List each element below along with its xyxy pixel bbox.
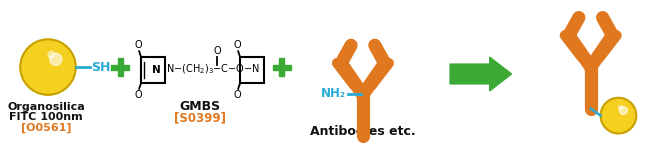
Circle shape: [618, 105, 623, 110]
Text: O: O: [233, 90, 241, 100]
Text: FITC 100nm: FITC 100nm: [9, 112, 83, 122]
Text: $\mathsf{N{-}(CH_2)_3{-}C{-}O{-}N}$: $\mathsf{N{-}(CH_2)_3{-}C{-}O{-}N}$: [166, 62, 260, 76]
Text: Antibodies etc.: Antibodies etc.: [310, 125, 416, 138]
Circle shape: [601, 98, 636, 133]
Text: NH₂: NH₂: [321, 87, 346, 100]
Text: Organosilica: Organosilica: [7, 102, 85, 112]
Circle shape: [48, 51, 54, 58]
Text: O: O: [214, 46, 221, 56]
Text: O: O: [233, 40, 241, 50]
Bar: [112, 65, 129, 70]
Polygon shape: [450, 57, 511, 91]
Text: GMBS: GMBS: [179, 100, 220, 113]
Bar: [240, 57, 264, 83]
Bar: [118, 58, 123, 76]
Bar: [141, 57, 165, 83]
Text: N: N: [151, 65, 160, 75]
Text: O: O: [134, 90, 142, 100]
Circle shape: [620, 107, 627, 115]
Text: [S0399]: [S0399]: [173, 111, 226, 124]
Bar: [280, 58, 284, 76]
Text: [O0561]: [O0561]: [21, 122, 71, 133]
Bar: [273, 65, 291, 70]
Circle shape: [21, 39, 76, 95]
Text: O: O: [134, 40, 142, 50]
Text: SH: SH: [92, 61, 111, 74]
Circle shape: [50, 53, 62, 65]
